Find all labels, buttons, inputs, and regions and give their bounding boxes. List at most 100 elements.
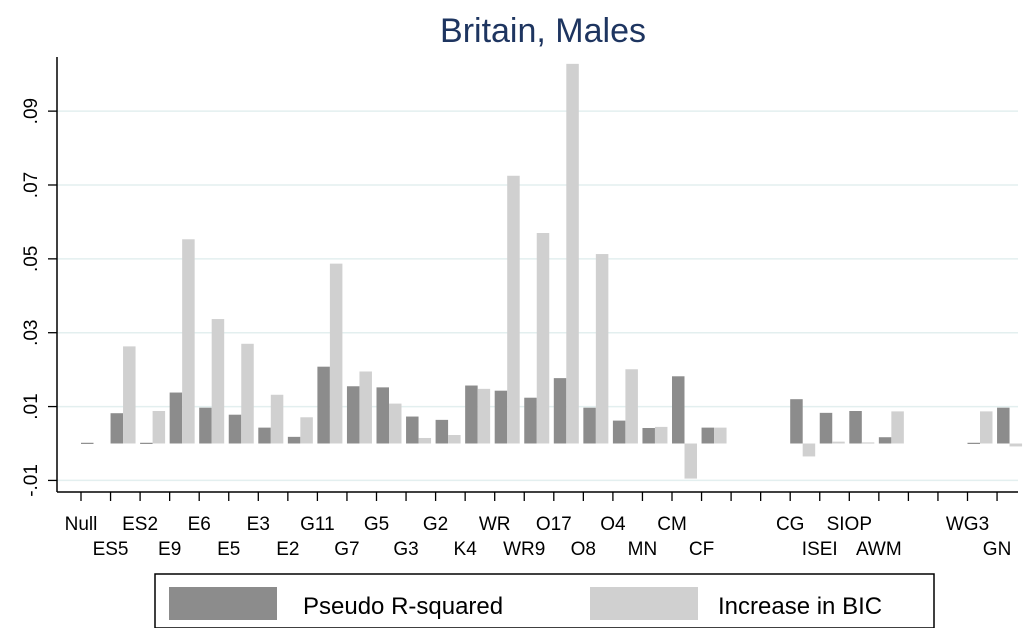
x-category-label: MN bbox=[628, 539, 658, 560]
x-category-label: G5 bbox=[364, 514, 389, 535]
x-category-label: AWM bbox=[856, 539, 902, 560]
x-category-label: G7 bbox=[334, 539, 359, 560]
bar bbox=[878, 437, 892, 444]
x-category-label: GN bbox=[983, 539, 1012, 560]
bar bbox=[448, 435, 461, 444]
bar bbox=[389, 403, 402, 444]
x-category-label: ISEI bbox=[802, 539, 838, 560]
bar bbox=[832, 441, 845, 444]
bar bbox=[152, 411, 166, 444]
bar bbox=[524, 397, 537, 444]
bar bbox=[790, 399, 803, 444]
x-category-label: G3 bbox=[393, 539, 418, 560]
bar bbox=[228, 414, 242, 444]
legend: Pseudo R-squared Increase in BIC bbox=[154, 573, 935, 628]
x-category-label: CM bbox=[657, 514, 687, 535]
legend-box bbox=[154, 573, 935, 628]
bar bbox=[211, 319, 225, 444]
x-category-label: CG bbox=[776, 514, 805, 535]
bar bbox=[583, 407, 596, 444]
y-axis-ticks: -.01 .01 .03 .05 .07 .09 bbox=[21, 98, 57, 497]
bar bbox=[494, 390, 508, 444]
y-tick-label: .05 bbox=[21, 246, 42, 272]
bar bbox=[553, 378, 567, 444]
bar bbox=[329, 263, 343, 444]
bar bbox=[477, 388, 491, 444]
x-category-label: ES2 bbox=[122, 514, 158, 535]
bar bbox=[406, 416, 419, 444]
bar bbox=[967, 442, 980, 444]
bar bbox=[140, 442, 153, 444]
bar bbox=[435, 419, 449, 444]
x-category-label: G2 bbox=[423, 514, 448, 535]
bar bbox=[376, 387, 389, 444]
bar bbox=[199, 407, 212, 444]
legend-swatch-increase-in-bic bbox=[590, 587, 698, 620]
bars bbox=[81, 63, 1023, 479]
bar bbox=[418, 437, 432, 444]
bar bbox=[997, 407, 1010, 444]
bar bbox=[566, 63, 579, 444]
x-category-label: Null bbox=[65, 514, 98, 535]
bar bbox=[684, 443, 697, 479]
x-category-label: SIOP bbox=[827, 514, 872, 535]
bar bbox=[241, 343, 254, 444]
x-category-label: G11 bbox=[300, 514, 335, 535]
bar bbox=[507, 175, 520, 444]
x-category-label: E2 bbox=[276, 539, 299, 560]
x-category-label: ES5 bbox=[93, 539, 129, 560]
x-category-label: WG3 bbox=[946, 514, 989, 535]
x-category-label: WR9 bbox=[503, 539, 545, 560]
chart-title: Britain, Males bbox=[440, 12, 646, 50]
bar bbox=[861, 442, 875, 444]
bar bbox=[625, 369, 638, 444]
y-tick-label: -.01 bbox=[21, 464, 42, 497]
bar bbox=[819, 412, 833, 444]
bar bbox=[654, 426, 668, 444]
y-tick-label: .01 bbox=[21, 393, 42, 419]
bar bbox=[258, 427, 271, 444]
bar bbox=[980, 411, 993, 444]
bar bbox=[595, 254, 609, 444]
bar bbox=[612, 420, 626, 444]
bar bbox=[714, 427, 727, 444]
bar bbox=[81, 442, 94, 444]
bar bbox=[891, 411, 904, 444]
bar bbox=[287, 436, 301, 444]
y-tick-label: .07 bbox=[21, 172, 42, 198]
x-category-label: E9 bbox=[158, 539, 181, 560]
axes bbox=[56, 57, 1018, 493]
legend-swatch-pseudo-r-squared bbox=[169, 587, 277, 620]
bar bbox=[701, 427, 715, 444]
x-category-label: E5 bbox=[217, 539, 240, 560]
bar bbox=[270, 394, 284, 444]
legend-label-increase-in-bic: Increase in BIC bbox=[718, 593, 882, 620]
x-category-label: O4 bbox=[600, 514, 626, 535]
bar bbox=[642, 427, 655, 444]
x-category-label: O8 bbox=[571, 539, 596, 560]
legend-label-pseudo-r-squared: Pseudo R-squared bbox=[303, 593, 503, 620]
bar bbox=[346, 386, 360, 444]
bar bbox=[849, 411, 862, 444]
x-category-label: K4 bbox=[454, 539, 478, 560]
bar bbox=[465, 385, 478, 444]
bar bbox=[359, 371, 372, 444]
bar bbox=[169, 392, 183, 444]
x-category-label: E3 bbox=[247, 514, 270, 535]
bar bbox=[672, 376, 685, 444]
bar bbox=[123, 346, 136, 444]
y-tick-label: .03 bbox=[21, 319, 42, 345]
x-category-label: E6 bbox=[188, 514, 211, 535]
y-tick-label: .09 bbox=[21, 98, 42, 124]
bar bbox=[182, 239, 195, 444]
bar bbox=[1009, 443, 1023, 447]
x-category-label: O17 bbox=[536, 514, 572, 535]
bar bbox=[802, 443, 816, 457]
bar bbox=[536, 232, 550, 444]
x-category-label: CF bbox=[689, 539, 714, 560]
bar bbox=[300, 417, 313, 444]
bar bbox=[110, 413, 124, 444]
x-category-label: WR bbox=[479, 514, 511, 535]
